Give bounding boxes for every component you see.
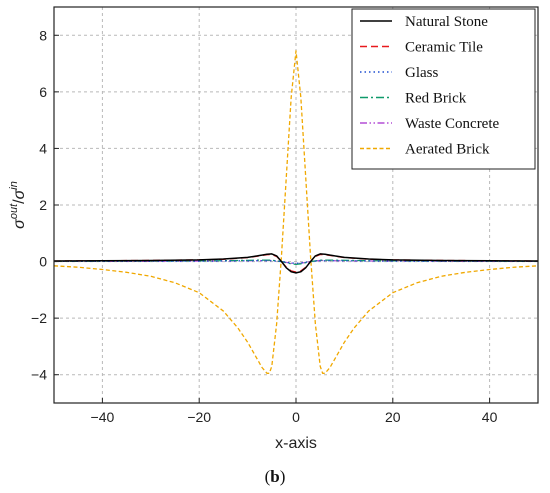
caption-open: ( [264, 467, 271, 486]
y-tick-label: −2 [31, 310, 47, 326]
y-tick-label: 8 [39, 27, 47, 43]
y-axis-sigma-out: σ [11, 218, 28, 229]
legend-label: Natural Stone [405, 14, 488, 30]
y-axis-sigma-in: σ [11, 188, 28, 199]
x-tick-label: −40 [91, 409, 115, 425]
legend-label: Ceramic Tile [405, 40, 483, 56]
y-axis-slash: / [11, 199, 28, 204]
y-axis-sup-out: out [8, 203, 20, 219]
x-tick-label: 20 [385, 409, 401, 425]
series-layer [53, 50, 539, 374]
caption-letter: b [270, 467, 280, 486]
series-line-5 [53, 50, 539, 374]
series-line-0 [53, 253, 539, 274]
legend-label: Red Brick [405, 91, 467, 107]
y-tick-label: −4 [31, 367, 47, 383]
y-tick-label: 0 [39, 254, 47, 270]
x-axis-title: x-axis [275, 435, 317, 452]
legend-label: Glass [405, 65, 438, 81]
legend-box [351, 8, 536, 170]
y-tick-label: 4 [39, 140, 47, 156]
caption-close: ) [279, 467, 286, 486]
legend-label: Waste Concrete [405, 116, 500, 132]
x-tick-label: 40 [482, 409, 498, 425]
legend-label: Aerated Brick [405, 142, 490, 158]
figure-caption: (b) [0, 467, 550, 487]
y-axis-sup-in: in [8, 181, 20, 190]
x-tick-label: −20 [187, 409, 211, 425]
legend: Natural Stone Ceramic Tile Glass Red Brick W… [351, 8, 536, 170]
y-axis-title: σout/σin [8, 181, 28, 229]
series-line-2 [54, 260, 538, 264]
y-tick-label: 2 [39, 197, 47, 213]
x-tick-label: 0 [292, 409, 300, 425]
y-tick-label: 6 [39, 84, 47, 100]
